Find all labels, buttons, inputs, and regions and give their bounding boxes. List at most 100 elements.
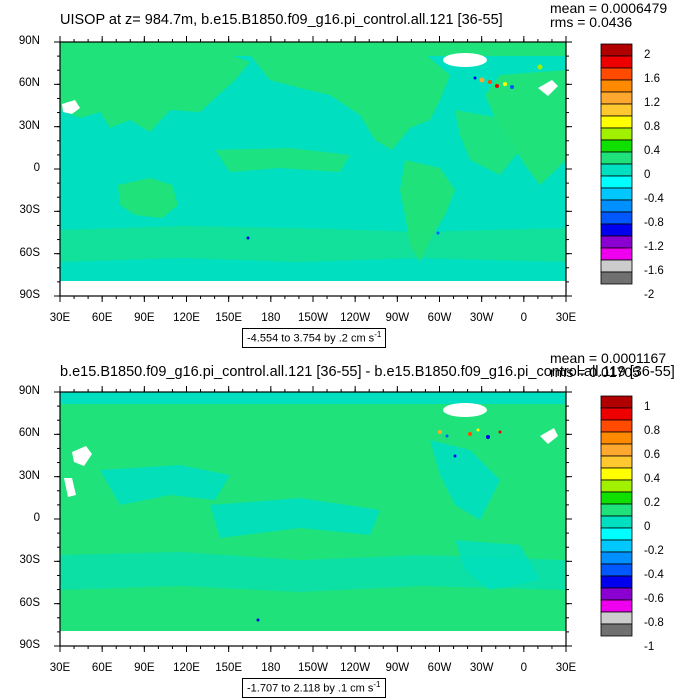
colorbar-swatch bbox=[600, 491, 633, 505]
panel-2-colorbar-label: -0.4 bbox=[644, 569, 664, 581]
panel-2-range-exp: -1 bbox=[373, 680, 381, 689]
panel-1-range-exp: -1 bbox=[374, 330, 382, 339]
panel-1-lon-label: 90E bbox=[134, 312, 155, 324]
panel-1-lon-label: 0 bbox=[520, 312, 528, 324]
panel-1-lon-label: 90W bbox=[385, 312, 410, 324]
panel-2-colorbar-label: 1 bbox=[644, 401, 651, 413]
panel-1-greenland bbox=[443, 53, 487, 67]
panel-1-lon-label: 30E bbox=[555, 312, 577, 324]
colorbar-swatch bbox=[600, 431, 633, 445]
panel-1-colorbar-label: 0.8 bbox=[644, 121, 660, 133]
panel-1-lat-label: 90N bbox=[18, 35, 40, 47]
panel-2-lat-label: 60N bbox=[18, 427, 40, 440]
panel-2-lat-label: 90N bbox=[18, 385, 40, 397]
panel-2-lat-label: 60S bbox=[19, 596, 40, 609]
panel-2-tick-marks bbox=[54, 386, 572, 652]
panel-2-colorbar-label: 0.4 bbox=[644, 473, 660, 485]
panel-2-colorbar-label: -0.6 bbox=[644, 593, 664, 605]
panel-2-colorbar-label: -0.2 bbox=[644, 545, 664, 557]
colorbar-swatch bbox=[600, 419, 633, 433]
panel-1-colorbar-label: -1.6 bbox=[644, 265, 664, 277]
panel-2-pacific-band bbox=[210, 498, 380, 538]
panel-1-lon-label: 30W bbox=[469, 312, 494, 324]
panel-1-colorbar-label: -0.4 bbox=[644, 193, 664, 205]
colorbar-swatch bbox=[600, 539, 633, 553]
panel-1-southern-band bbox=[60, 226, 566, 262]
panel-2-tibet-patch bbox=[64, 478, 76, 497]
panel-1-colorbar-label: -1.2 bbox=[644, 241, 664, 253]
panel-1-lat-label: 60N bbox=[18, 77, 40, 90]
panel-1-himalaya-patch bbox=[62, 100, 80, 114]
panel-1-colorbar-label: 2 bbox=[644, 49, 651, 61]
panel-2-lon-label: 120E bbox=[173, 662, 200, 674]
panel-1-lat-label: 30S bbox=[19, 204, 40, 217]
panel-1-atlantic-band bbox=[455, 110, 520, 175]
colorbar-swatch bbox=[600, 575, 633, 589]
panel-1-pacific-band bbox=[215, 148, 350, 172]
panel-1-mean: mean = 0.0006479 bbox=[550, 0, 668, 16]
panel-2-lon-label: 90W bbox=[385, 662, 410, 674]
panel-1-lon-label: 30E bbox=[49, 312, 71, 324]
colorbar-swatch bbox=[600, 611, 633, 625]
panel-2-colorbar-label: 0.6 bbox=[644, 449, 660, 461]
panel-2-lon-label: 30W bbox=[469, 662, 494, 674]
panel-2-atlantic-band bbox=[430, 440, 500, 520]
panel-1-colorbar-label: 0.4 bbox=[644, 145, 660, 157]
colorbar-swatch bbox=[600, 623, 633, 637]
colorbar-swatch bbox=[600, 515, 633, 529]
panel-2-lat-label: 90S bbox=[19, 639, 40, 651]
panel-1-lon-label: 120E bbox=[173, 312, 200, 324]
panel-2-lon-label: 30E bbox=[555, 662, 577, 674]
panel-2-colorbar-label: -1 bbox=[644, 641, 655, 653]
panel-1-eurasia bbox=[60, 52, 250, 132]
panel-1-colorbar-label: -0.8 bbox=[644, 217, 664, 229]
colorbar-swatch bbox=[600, 503, 633, 517]
panel-2-lat-label: 30N bbox=[18, 469, 40, 482]
panel-1-colorbar-label: -2 bbox=[644, 289, 655, 301]
colorbar-swatch bbox=[600, 455, 633, 469]
panel-1-lat-label: 90S bbox=[19, 289, 40, 301]
colorbar-swatch bbox=[600, 563, 633, 577]
panel-2-lon-label: 180 bbox=[261, 662, 281, 674]
panel-2-antarctic-band bbox=[60, 631, 566, 646]
panel-1-lon-label: 120W bbox=[340, 312, 371, 324]
panel-2-colorbar-label: 0.2 bbox=[644, 497, 660, 509]
colorbar-swatch bbox=[600, 587, 633, 601]
panel-1-east-patch bbox=[538, 80, 558, 96]
panel-2-lon-label: 60E bbox=[91, 662, 113, 674]
panel-1-lat-label: 30N bbox=[18, 119, 40, 132]
panel-2-lat-label: 0 bbox=[33, 512, 40, 524]
panel-2-contour-range: -1.707 to 2.118 by .1 cm s-1 bbox=[242, 678, 386, 698]
panel-1-range-text: -4.554 to 3.754 by .2 cm s bbox=[247, 332, 375, 345]
panel-2-greenland bbox=[443, 403, 487, 417]
panel-2-lon-label: 120W bbox=[340, 662, 371, 674]
panel-1-colorbar-label: 1.6 bbox=[644, 73, 660, 85]
colorbar-swatch bbox=[600, 443, 633, 457]
colorbar-swatch bbox=[600, 599, 633, 613]
panel-1-lat-label: 60S bbox=[19, 246, 40, 259]
colorbar-swatch bbox=[600, 551, 633, 565]
panel-2-southern-band bbox=[60, 552, 566, 592]
panel-1-lon-label: 180 bbox=[261, 312, 281, 324]
panel-2-lat-label: 30S bbox=[19, 554, 40, 567]
panel-2-colorbar-label: 0 bbox=[644, 521, 651, 533]
panel-1-lon-label: 60W bbox=[427, 312, 452, 324]
panel-2-title: b.e15.B1850.f09_g16.pi_control.all.121 [… bbox=[60, 364, 675, 380]
panel-1-title: UISOP at z= 984.7m, b.e15.B1850.f09_g16.… bbox=[60, 12, 503, 28]
panel-2-lon-label: 150E bbox=[215, 662, 243, 674]
colorbar-swatch bbox=[600, 395, 633, 409]
panel-2-lon-label: 60W bbox=[427, 662, 452, 674]
panel-2-range-text: -1.707 to 2.118 by .1 cm s bbox=[247, 682, 374, 695]
colorbar-swatch bbox=[600, 467, 633, 481]
panel-1-colorbar-label: 1.2 bbox=[644, 97, 660, 109]
panel-1-lon-label: 60E bbox=[91, 312, 113, 324]
panel-1-north-america bbox=[250, 50, 450, 150]
panel-1-colorbar-label: 0 bbox=[644, 169, 651, 181]
panel-1-arctic-fill bbox=[60, 42, 566, 56]
panel-2-rms: rms = 0.01705 bbox=[550, 364, 640, 380]
panel-2-lon-label: 150W bbox=[297, 662, 329, 674]
panel-2-arctic-band bbox=[60, 392, 566, 404]
panel-2-colorbar-label: 0.8 bbox=[644, 425, 660, 437]
